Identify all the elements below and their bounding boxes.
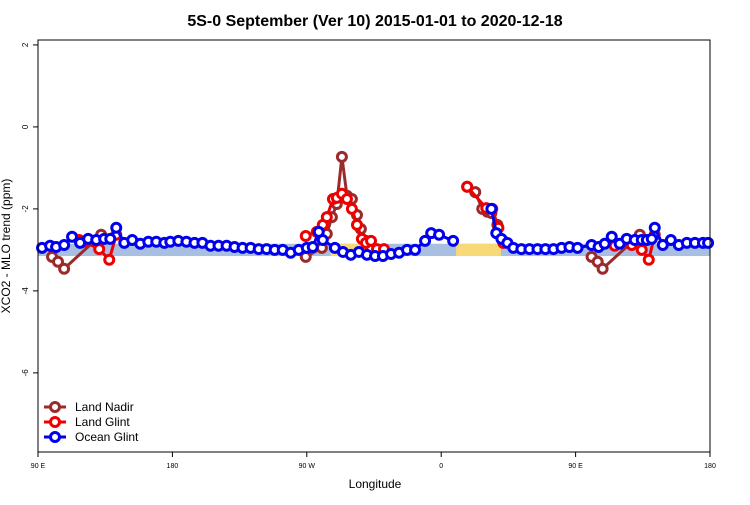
point xyxy=(320,211,333,224)
point xyxy=(433,228,446,241)
point xyxy=(306,241,319,254)
band-highlight xyxy=(456,243,501,257)
point xyxy=(104,232,117,245)
y-tick-label: -2 xyxy=(21,205,30,213)
y-tick-label: 2 xyxy=(21,42,30,47)
x-tick-label: 180 xyxy=(704,463,716,470)
point xyxy=(299,229,312,242)
point xyxy=(461,180,474,193)
legend-marker xyxy=(49,416,61,428)
point xyxy=(645,232,658,245)
point xyxy=(447,234,460,247)
legend-label: Ocean Glint xyxy=(75,430,139,444)
y-tick-label: 0 xyxy=(21,124,30,129)
point xyxy=(702,236,715,249)
point xyxy=(52,255,65,268)
point xyxy=(335,150,348,163)
y-tick-label: -6 xyxy=(21,369,30,377)
point xyxy=(58,238,71,251)
point xyxy=(316,234,329,247)
x-tick-label: 90 E xyxy=(568,463,583,470)
point xyxy=(605,230,618,243)
chart-title: 5S-0 September (Ver 10) 2015-01-01 to 20… xyxy=(187,13,562,30)
y-axis-label: XCO2 - MLO trend (ppm) xyxy=(0,179,13,314)
point xyxy=(571,241,584,254)
point xyxy=(642,253,655,266)
plot-frame xyxy=(37,39,711,453)
point xyxy=(419,234,432,247)
point xyxy=(656,238,669,251)
point xyxy=(350,218,363,231)
point xyxy=(598,237,611,250)
point xyxy=(58,262,71,275)
point xyxy=(648,221,661,234)
point xyxy=(66,230,79,243)
point xyxy=(340,193,353,206)
point xyxy=(635,243,648,256)
legend-marker xyxy=(49,401,61,413)
legend-label: Land Glint xyxy=(75,415,130,429)
point xyxy=(345,202,358,215)
legend-marker xyxy=(49,431,61,443)
point xyxy=(365,234,378,247)
x-tick-label: 90 E xyxy=(31,463,46,470)
x-axis-label: Longitude xyxy=(349,477,402,491)
point xyxy=(103,253,116,266)
x-tick-label: 0 xyxy=(439,463,443,470)
y-tick-label: -4 xyxy=(21,287,30,295)
point xyxy=(110,221,123,234)
x-tick-label: 180 xyxy=(167,463,179,470)
x-tick-label: 90 W xyxy=(299,463,316,470)
legend-label: Land Nadir xyxy=(75,400,134,414)
point xyxy=(596,262,609,275)
point xyxy=(409,243,422,256)
point xyxy=(485,202,498,215)
